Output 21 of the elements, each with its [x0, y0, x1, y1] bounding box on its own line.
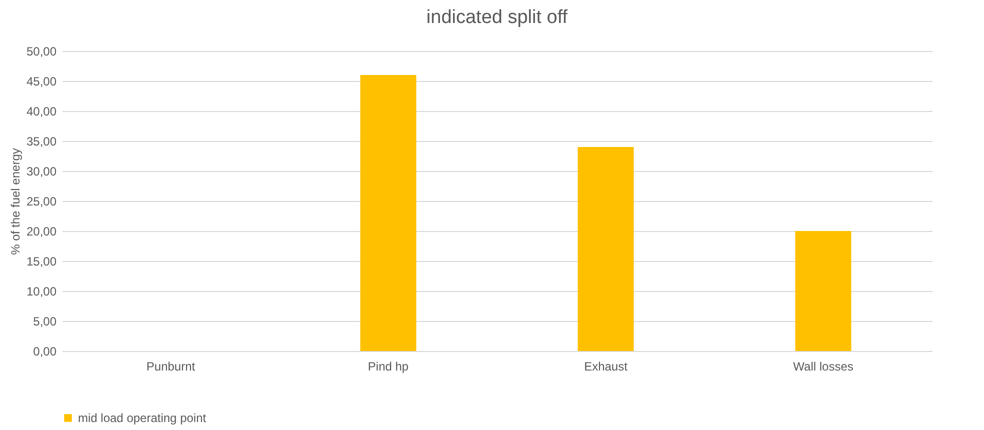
y-tick-label: 5,00 — [33, 314, 57, 328]
x-tick-label: Wall losses — [793, 360, 854, 374]
y-tick-label: 15,00 — [26, 254, 57, 268]
bar — [360, 75, 416, 351]
bar — [578, 147, 634, 351]
x-tick-label: Pind hp — [368, 360, 409, 374]
bar — [795, 231, 852, 351]
chart-title: indicated split off — [426, 7, 568, 28]
y-tick-label: 30,00 — [26, 164, 57, 178]
y-tick-label: 50,00 — [26, 44, 57, 58]
y-tick-label: 10,00 — [26, 284, 57, 298]
y-tick-label: 0,00 — [33, 344, 57, 358]
y-tick-label: 35,00 — [26, 134, 57, 148]
y-axis-title: % of the fuel energy — [8, 148, 22, 255]
y-tick-label: 40,00 — [26, 104, 57, 118]
y-tick-label: 25,00 — [26, 194, 57, 208]
x-tick-label: Punburnt — [146, 360, 196, 374]
y-tick-label: 45,00 — [26, 74, 57, 88]
x-tick-label: Exhaust — [584, 360, 628, 374]
legend-label: mid load operating point — [78, 411, 207, 425]
y-tick-label: 20,00 — [26, 224, 57, 238]
